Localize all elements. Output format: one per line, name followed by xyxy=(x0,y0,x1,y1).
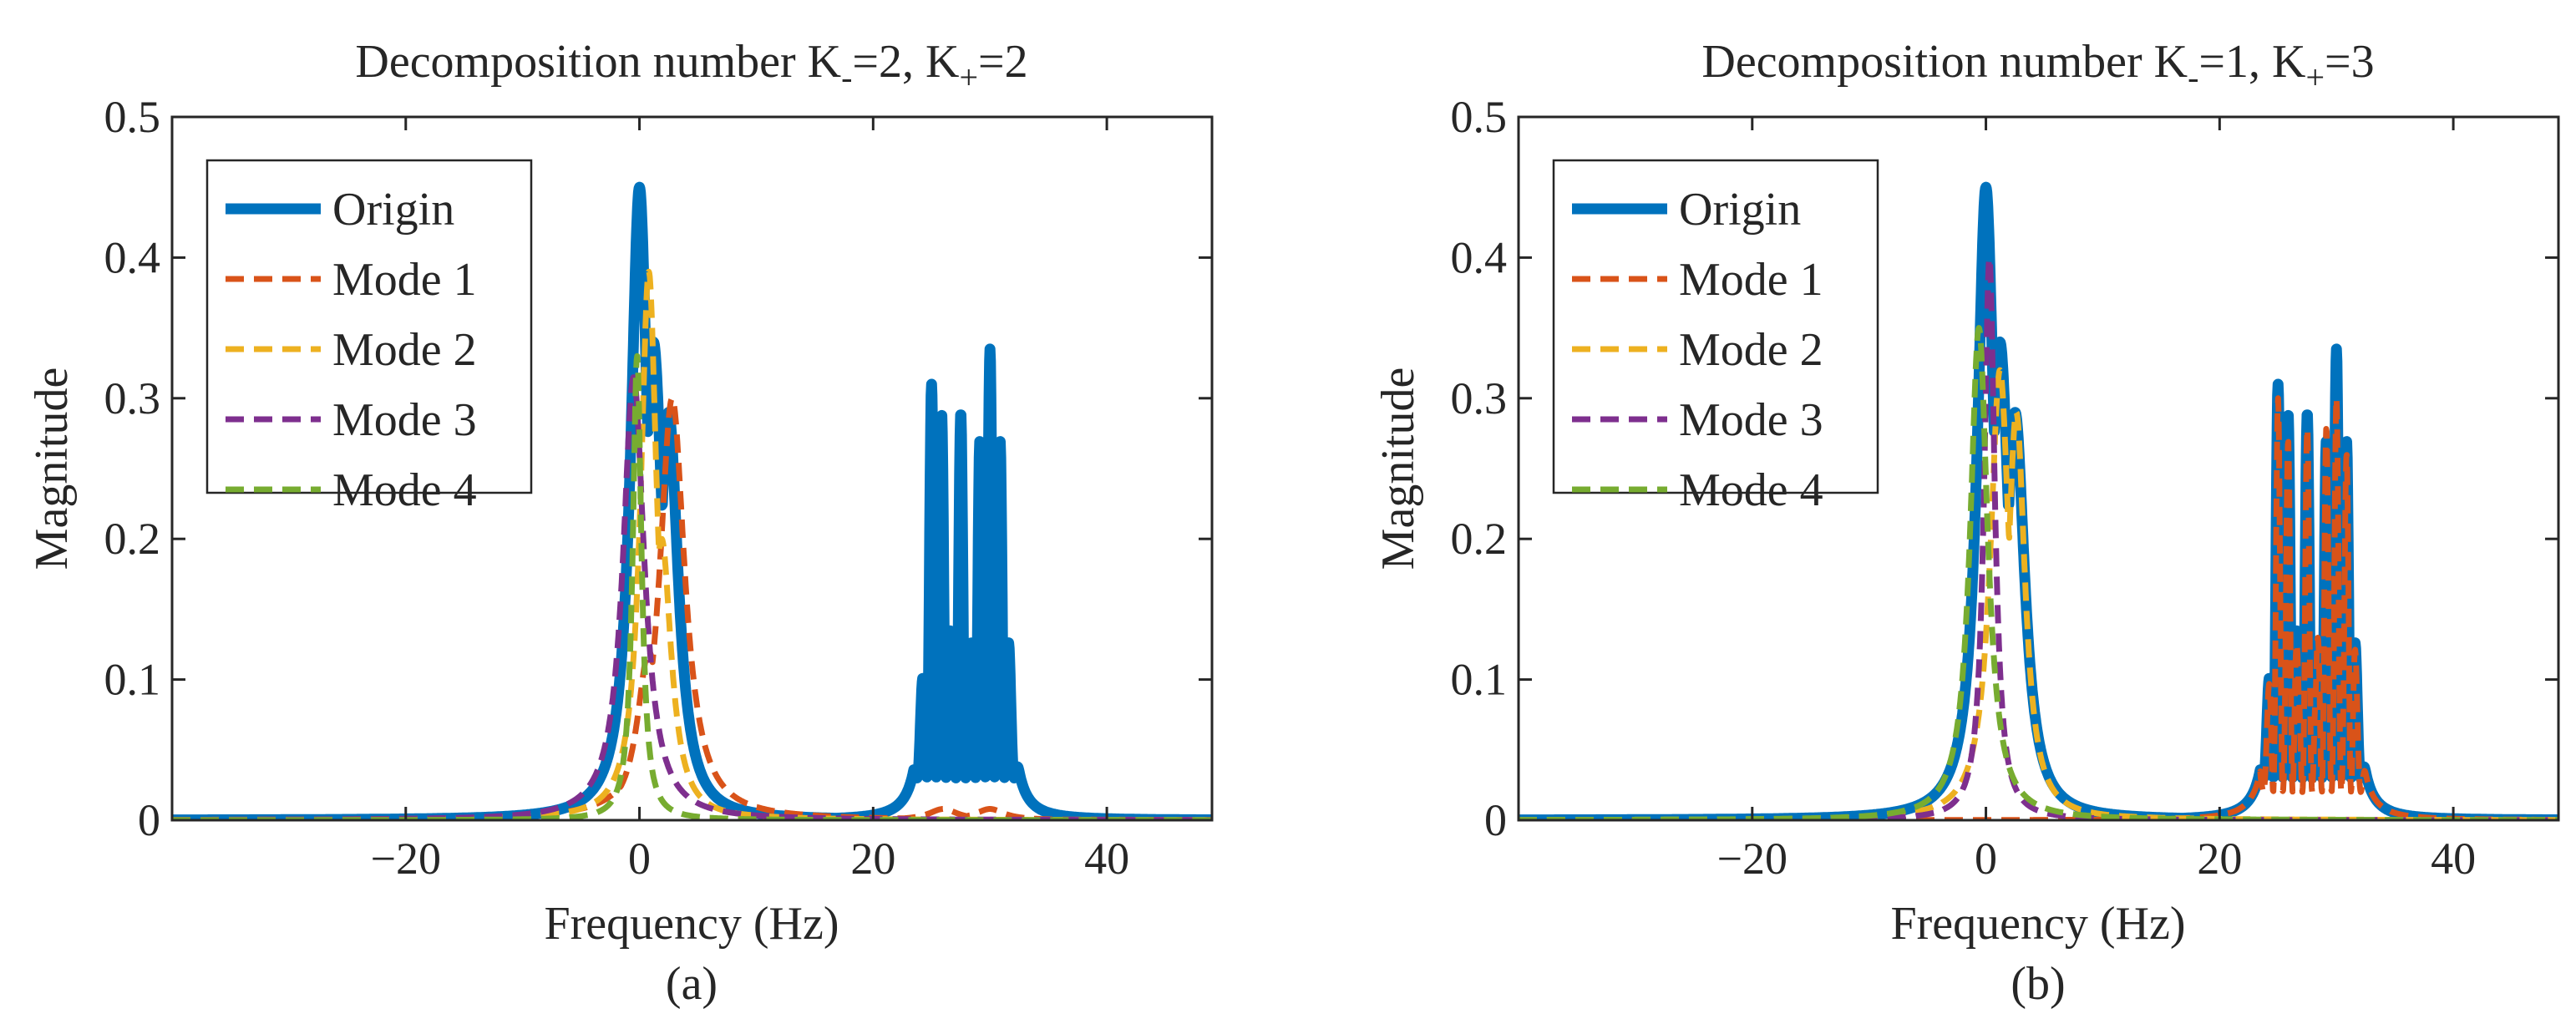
x-tick-label: −20 xyxy=(1717,834,1787,884)
y-tick-label: 0.2 xyxy=(1451,514,1508,564)
legend-box xyxy=(1552,159,1879,494)
legend-label: Mode 4 xyxy=(1679,464,1823,516)
panel-b: Decomposition number K-=1, K+=3 −20 0 20 40… xyxy=(1372,36,2560,1010)
y-tick-label: 0.1 xyxy=(1451,655,1508,705)
legend-box xyxy=(205,159,533,494)
legend: Origin Mode 1 Mode 2 Mode 3 Mode 4 xyxy=(1552,159,1879,516)
x-tick-label: 20 xyxy=(850,834,895,884)
ticks-layer: −20 0 20 40 0 0.1 0.2 0.3 0.4 0.5 xyxy=(1451,92,2558,884)
ticks-layer: −20 0 20 40 0 0.1 0.2 0.3 0.4 0.5 xyxy=(104,92,1212,884)
y-tick-label: 0.5 xyxy=(104,92,161,142)
legend-label: Mode 2 xyxy=(332,324,477,376)
y-tick-label: 0.3 xyxy=(104,373,161,423)
y-axis-label: Magnitude xyxy=(26,368,78,570)
panel-label: (a) xyxy=(666,958,718,1010)
x-tick-label: 20 xyxy=(2197,834,2242,884)
y-tick-label: 0.4 xyxy=(1451,232,1508,282)
legend-label: Mode 1 xyxy=(1679,254,1823,306)
x-tick-label: −20 xyxy=(371,834,441,884)
y-axis-label: Magnitude xyxy=(1372,368,1424,570)
x-axis-label: Frequency (Hz) xyxy=(1891,898,2186,950)
x-tick-label: 40 xyxy=(2431,834,2476,884)
y-tick-label: 0 xyxy=(138,795,160,845)
x-axis-label: Frequency (Hz) xyxy=(545,898,839,950)
y-tick-label: 0.2 xyxy=(104,514,161,564)
axes-box xyxy=(1517,115,2560,822)
y-tick-label: 0.4 xyxy=(104,232,161,282)
legend-label: Mode 3 xyxy=(332,394,477,446)
legend-label: Origin xyxy=(332,184,454,236)
axes-box xyxy=(170,115,1214,822)
x-tick-label: 0 xyxy=(628,834,651,884)
legend-label: Origin xyxy=(1679,184,1801,236)
legend: Origin Mode 1 Mode 2 Mode 3 Mode 4 xyxy=(205,159,533,516)
x-tick-label: 0 xyxy=(1975,834,1997,884)
legend-label: Mode 3 xyxy=(1679,394,1823,446)
chart-title: Decomposition number K-=2, K+=2 xyxy=(355,36,1027,96)
y-tick-label: 0.3 xyxy=(1451,373,1508,423)
panel-a: Decomposition number K-=2, K+=2 −20 0 20 40… xyxy=(26,36,1214,1010)
y-tick-label: 0.1 xyxy=(104,655,161,705)
x-tick-label: 40 xyxy=(1084,834,1129,884)
legend-label: Mode 1 xyxy=(332,254,477,306)
chart-title: Decomposition number K-=1, K+=3 xyxy=(1701,36,2374,96)
panel-label: (b) xyxy=(2011,958,2065,1010)
legend-label: Mode 4 xyxy=(332,464,477,516)
legend-label: Mode 2 xyxy=(1679,324,1823,376)
y-tick-label: 0 xyxy=(1484,795,1507,845)
y-tick-label: 0.5 xyxy=(1451,92,1508,142)
